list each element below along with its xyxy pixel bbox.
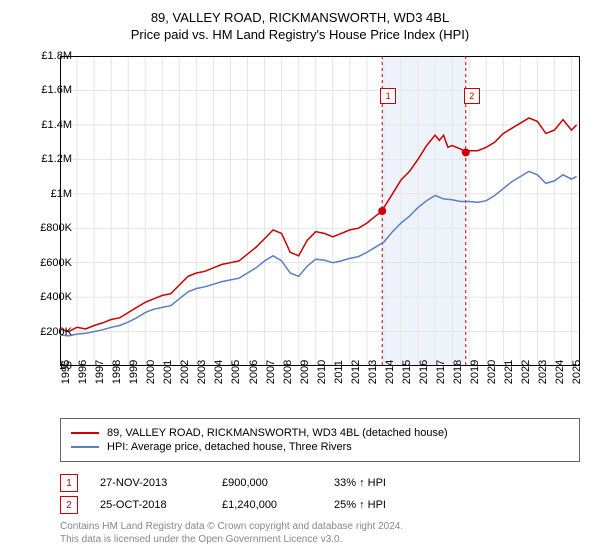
legend-item-0: 89, VALLEY ROAD, RICKMANSWORTH, WD3 4BL … xyxy=(71,427,569,439)
x-tick-label: 2017 xyxy=(435,360,447,384)
legend-item-1: HPI: Average price, detached house, Thre… xyxy=(71,441,569,453)
transaction-row-1: 2 25-OCT-2018 £1,240,000 25% ↑ HPI xyxy=(60,496,580,514)
legend-swatch-0 xyxy=(71,432,99,434)
legend-swatch-1 xyxy=(71,446,99,448)
x-tick-label: 2023 xyxy=(537,360,549,384)
footer-block: Contains HM Land Registry data © Crown c… xyxy=(60,520,580,546)
y-tick-label: £400K xyxy=(40,291,72,303)
x-tick-label: 2024 xyxy=(554,360,566,384)
x-tick-label: 2021 xyxy=(503,360,515,384)
x-tick-label: 2010 xyxy=(316,360,328,384)
x-tick-label: 2006 xyxy=(248,360,260,384)
x-tick-label: 2013 xyxy=(367,360,379,384)
transactions-block: 1 27-NOV-2013 £900,000 33% ↑ HPI 2 25-OC… xyxy=(60,470,580,518)
x-tick-label: 2011 xyxy=(333,360,345,384)
x-tick-label: 2019 xyxy=(469,360,481,384)
x-tick-label: 1997 xyxy=(94,360,106,384)
x-tick-label: 2001 xyxy=(162,360,174,384)
title-sub: Price paid vs. HM Land Registry's House … xyxy=(0,27,600,42)
y-tick-label: £600K xyxy=(40,257,72,269)
footer-line-1: Contains HM Land Registry data © Crown c… xyxy=(60,520,580,533)
transaction-date-1: 25-OCT-2018 xyxy=(100,499,200,511)
chart-badge: 1 xyxy=(380,88,396,104)
x-tick-label: 2004 xyxy=(213,360,225,384)
legend-label-0: 89, VALLEY ROAD, RICKMANSWORTH, WD3 4BL … xyxy=(107,427,448,439)
chart-svg xyxy=(60,56,580,366)
x-tick-label: 1999 xyxy=(128,360,140,384)
x-tick-label: 2016 xyxy=(418,360,430,384)
x-tick-label: 2012 xyxy=(350,360,362,384)
title-main: 89, VALLEY ROAD, RICKMANSWORTH, WD3 4BL xyxy=(0,10,600,25)
legend-box: 89, VALLEY ROAD, RICKMANSWORTH, WD3 4BL … xyxy=(60,418,580,462)
x-tick-label: 2018 xyxy=(452,360,464,384)
transaction-badge-1: 2 xyxy=(60,496,78,514)
x-tick-label: 2007 xyxy=(265,360,277,384)
y-tick-label: £1.8M xyxy=(41,50,72,62)
x-tick-label: 2008 xyxy=(282,360,294,384)
legend-label-1: HPI: Average price, detached house, Thre… xyxy=(107,441,352,453)
transaction-date-0: 27-NOV-2013 xyxy=(100,477,200,489)
x-tick-label: 2009 xyxy=(299,360,311,384)
x-tick-label: 2014 xyxy=(384,360,396,384)
y-tick-label: £200K xyxy=(40,326,72,338)
transaction-badge-0: 1 xyxy=(60,474,78,492)
x-tick-label: 2003 xyxy=(196,360,208,384)
y-tick-label: £1.2M xyxy=(41,153,72,165)
y-tick-label: £800K xyxy=(40,222,72,234)
transaction-delta-0: 33% ↑ HPI xyxy=(334,477,386,489)
x-tick-label: 2005 xyxy=(230,360,242,384)
x-tick-label: 2000 xyxy=(145,360,157,384)
y-tick-label: £1.4M xyxy=(41,119,72,131)
x-tick-label: 2025 xyxy=(571,360,583,384)
transaction-price-0: £900,000 xyxy=(222,477,312,489)
x-tick-label: 2002 xyxy=(179,360,191,384)
transaction-row-0: 1 27-NOV-2013 £900,000 33% ↑ HPI xyxy=(60,474,580,492)
x-tick-label: 1998 xyxy=(111,360,123,384)
transaction-delta-1: 25% ↑ HPI xyxy=(334,499,386,511)
x-tick-label: 2022 xyxy=(520,360,532,384)
x-tick-label: 2020 xyxy=(486,360,498,384)
x-tick-label: 1996 xyxy=(77,360,89,384)
y-tick-label: £1M xyxy=(51,188,72,200)
chart-container: 89, VALLEY ROAD, RICKMANSWORTH, WD3 4BL … xyxy=(0,0,600,560)
x-tick-label: 2015 xyxy=(401,360,413,384)
footer-line-2: This data is licensed under the Open Gov… xyxy=(60,533,580,546)
chart-badge: 2 xyxy=(464,88,480,104)
transaction-price-1: £1,240,000 xyxy=(222,499,312,511)
chart-area xyxy=(60,56,580,366)
title-block: 89, VALLEY ROAD, RICKMANSWORTH, WD3 4BL … xyxy=(0,0,600,42)
x-tick-label: 1995 xyxy=(60,360,72,384)
y-tick-label: £1.6M xyxy=(41,84,72,96)
